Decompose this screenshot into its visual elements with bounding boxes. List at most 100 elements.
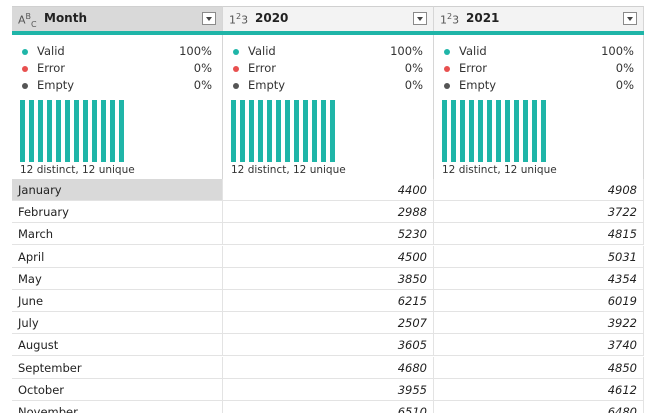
empty-stat: Empty 0% [444, 78, 634, 93]
table-row[interactable]: June 6215 6019 [12, 290, 644, 312]
value-2021-cell[interactable]: 4354 [434, 267, 644, 290]
value-2021-cell[interactable]: 6480 [434, 401, 644, 413]
value-2020-cell[interactable]: 3955 [223, 378, 434, 401]
distribution-bar[interactable] [267, 100, 272, 162]
distribution-bar[interactable] [231, 100, 236, 162]
month-cell[interactable]: April [12, 245, 223, 268]
distribution-bar[interactable] [460, 100, 465, 162]
distribution-bar[interactable] [330, 100, 335, 162]
distribution-bar[interactable] [240, 100, 245, 162]
distribution-bar[interactable] [469, 100, 474, 162]
month-cell[interactable]: June [12, 290, 223, 312]
distribution-bar[interactable] [496, 100, 501, 162]
value-distribution-chart[interactable] [20, 100, 130, 162]
data-grid: ABC Month 123 2020 123 2021 Valid 100% Err… [12, 6, 644, 413]
distribution-bar[interactable] [532, 100, 537, 162]
value-2021-cell[interactable]: 4908 [434, 179, 644, 201]
stat-percent: 0% [404, 61, 423, 75]
stat-label: Valid [459, 44, 487, 58]
distribution-bar[interactable] [505, 100, 510, 162]
value-2020-cell[interactable]: 3605 [223, 334, 434, 357]
distinct-count: 12 distinct, 12 unique [442, 164, 557, 176]
table-row[interactable]: February 2988 3722 [12, 201, 644, 224]
value-2021-cell[interactable]: 3722 [434, 201, 644, 224]
month-cell[interactable]: March [12, 223, 223, 246]
distribution-bar[interactable] [56, 100, 61, 162]
month-cell[interactable]: May [12, 267, 223, 290]
distribution-bar[interactable] [110, 100, 115, 162]
value-2021-cell[interactable]: 4815 [434, 223, 644, 246]
month-cell[interactable]: July [12, 312, 223, 335]
distribution-bar[interactable] [478, 100, 483, 162]
number-type-icon[interactable]: 123 [440, 12, 460, 27]
table-row[interactable]: August 3605 3740 [12, 334, 644, 357]
chevron-down-icon[interactable] [413, 12, 427, 25]
value-2020-cell[interactable]: 4680 [223, 356, 434, 379]
value-2021-cell[interactable]: 6019 [434, 290, 644, 312]
distribution-bar[interactable] [487, 100, 492, 162]
distribution-bar[interactable] [65, 100, 70, 162]
table-row[interactable]: October 3955 4612 [12, 378, 644, 401]
column-header-month[interactable]: ABC Month [12, 6, 223, 31]
table-row[interactable]: March 5230 4815 [12, 223, 644, 246]
distribution-bar[interactable] [442, 100, 447, 162]
table-row[interactable]: May 3850 4354 [12, 267, 644, 290]
distribution-bar[interactable] [83, 100, 88, 162]
value-2020-cell[interactable]: 4400 [223, 179, 434, 201]
table-row[interactable]: November 6510 6480 [12, 401, 644, 413]
table-row[interactable]: April 4500 5031 [12, 245, 644, 268]
distribution-bar[interactable] [294, 100, 299, 162]
distribution-bar[interactable] [312, 100, 317, 162]
distribution-bar[interactable] [276, 100, 281, 162]
distribution-bar[interactable] [514, 100, 519, 162]
value-2021-cell[interactable]: 3922 [434, 312, 644, 335]
number-type-icon[interactable]: 123 [229, 12, 249, 27]
value-2020-cell[interactable]: 3850 [223, 267, 434, 290]
valid-stat: Valid 100% [444, 44, 634, 59]
month-cell[interactable]: September [12, 356, 223, 379]
month-cell[interactable]: October [12, 378, 223, 401]
value-distribution-chart[interactable] [442, 100, 552, 162]
empty-dot-icon [444, 83, 450, 89]
value-2020-cell[interactable]: 2988 [223, 201, 434, 224]
table-row[interactable]: January 4400 4908 [12, 179, 644, 201]
column-profile: Valid 100% Error 0% Empty 0% 12 distinct, 12 u… [223, 35, 434, 179]
month-cell[interactable]: November [12, 401, 223, 413]
distribution-bar[interactable] [92, 100, 97, 162]
distribution-bar[interactable] [74, 100, 79, 162]
value-2020-cell[interactable]: 4500 [223, 245, 434, 268]
value-2021-cell[interactable]: 3740 [434, 334, 644, 357]
month-cell[interactable]: January [12, 179, 223, 201]
distribution-bar[interactable] [258, 100, 263, 162]
column-header-2020[interactable]: 123 2020 [223, 6, 434, 31]
value-2020-cell[interactable]: 2507 [223, 312, 434, 335]
distribution-bar[interactable] [47, 100, 52, 162]
column-header-2021[interactable]: 123 2021 [434, 6, 644, 31]
distribution-bar[interactable] [541, 100, 546, 162]
distribution-bar[interactable] [321, 100, 326, 162]
distribution-bar[interactable] [451, 100, 456, 162]
value-distribution-chart[interactable] [231, 100, 341, 162]
chevron-down-icon[interactable] [202, 12, 216, 25]
chevron-down-icon[interactable] [623, 12, 637, 25]
month-cell[interactable]: August [12, 334, 223, 357]
distribution-bar[interactable] [285, 100, 290, 162]
table-row[interactable]: July 2507 3922 [12, 312, 644, 335]
distribution-bar[interactable] [29, 100, 34, 162]
value-2020-cell[interactable]: 6510 [223, 401, 434, 413]
table-row[interactable]: September 4680 4850 [12, 356, 644, 379]
month-cell[interactable]: February [12, 201, 223, 224]
distribution-bar[interactable] [119, 100, 124, 162]
value-2021-cell[interactable]: 5031 [434, 245, 644, 268]
text-type-icon[interactable]: ABC [18, 12, 37, 29]
distribution-bar[interactable] [101, 100, 106, 162]
distribution-bar[interactable] [249, 100, 254, 162]
distribution-bar[interactable] [38, 100, 43, 162]
value-2020-cell[interactable]: 5230 [223, 223, 434, 246]
distribution-bar[interactable] [20, 100, 25, 162]
distribution-bar[interactable] [523, 100, 528, 162]
value-2020-cell[interactable]: 6215 [223, 290, 434, 312]
value-2021-cell[interactable]: 4612 [434, 378, 644, 401]
distribution-bar[interactable] [303, 100, 308, 162]
value-2021-cell[interactable]: 4850 [434, 356, 644, 379]
